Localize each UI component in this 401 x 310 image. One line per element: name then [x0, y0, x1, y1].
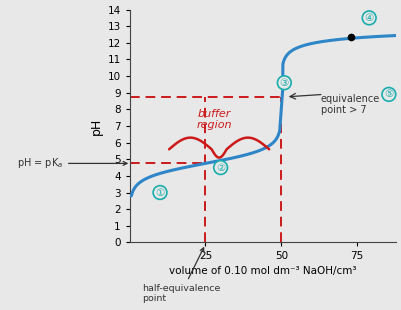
X-axis label: volume of 0.10 mol dm⁻³ NaOH/cm³: volume of 0.10 mol dm⁻³ NaOH/cm³ — [169, 266, 356, 276]
Text: ②: ② — [215, 162, 225, 173]
Text: ⑤: ⑤ — [383, 89, 393, 100]
Y-axis label: pH: pH — [90, 117, 103, 135]
Text: ①: ① — [155, 188, 164, 197]
Text: ④: ④ — [364, 13, 373, 23]
Text: half-equivalence
point: half-equivalence point — [142, 248, 220, 303]
Text: ③: ③ — [279, 78, 288, 88]
Text: equivalence
point > 7: equivalence point > 7 — [320, 94, 379, 115]
Text: buffer
region: buffer region — [196, 108, 232, 130]
Text: pH = pK$_a$: pH = pK$_a$ — [17, 157, 127, 171]
